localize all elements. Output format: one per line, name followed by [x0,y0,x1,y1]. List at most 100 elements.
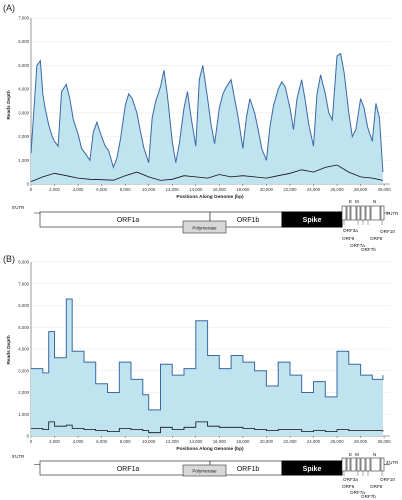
y-tick-label: 0 [27,182,30,187]
y-tick-label: 3,000 [18,368,29,373]
m-box [350,205,357,221]
y-tick-label: 1,000 [18,158,29,163]
panel-b-x-ticks: 0 2,000 4,000 6,000 8,000 10,000 12,000 14,000 1… [30,436,391,444]
spike-label-b: Spike [303,466,322,473]
y-tick-label: 0 [27,434,30,439]
orf1a-label: ORF1a [117,217,140,224]
y-tick-label: 4,000 [18,347,29,352]
genome-map-a: 5'UTR ORF1a ORF1b Polymerase Spike E M N… [12,199,398,252]
x-tick-label: 30,000 [378,439,392,444]
x-tick-label: 2,000 [49,187,60,192]
x-tick-label: 16,000 [213,439,227,444]
accessory-genes-a [34,205,390,225]
panel-a-y-ticks: 0 1,000 2,000 3,000 4,000 5,000 6,000 7,000 [18,16,29,187]
orf8-label-b: ORF8 [370,484,383,489]
orf7a-box [360,205,366,221]
y-tick-label: 8,000 [18,260,29,265]
polymerase-box [182,220,227,234]
orf3a-box [341,457,347,472]
x-tick-label: 2,000 [49,439,60,444]
n-box [370,205,381,221]
y-tick-label: 6,000 [18,39,29,44]
orf6-box [356,457,361,472]
panel-b-plot [31,298,384,436]
x-tick-label: 12,000 [166,187,180,192]
y-tick-label: 6,000 [18,303,29,308]
x-tick-label: 28,000 [354,187,368,192]
x-tick-label: 6,000 [96,439,107,444]
x-tick-label: 16,000 [213,187,227,192]
m-label: M [355,199,359,204]
x-tick-label: 22,000 [283,187,297,192]
y-tick-label: 7,000 [18,16,29,21]
x-tick-label: 14,000 [189,439,203,444]
polymerase-box-b [182,464,227,477]
x-tick-label: 14,000 [189,187,203,192]
x-tick-label: 0 [30,439,33,444]
orf7a-label: ORF7a [350,243,365,248]
panel-b: (B) Reads Depth 0 1,000 2,000 3,000 4,000 5,0… [3,254,391,452]
orf7b-label-b: ORF7b [361,494,376,499]
x-tick-label: 20,000 [260,439,274,444]
x-tick-label: 8,000 [120,439,131,444]
utr5-label: 5'UTR [12,205,24,210]
panel-b-y-ticks: 0 1,000 2,000 3,000 4,000 5,000 6,000 7,000 8,00… [18,260,29,439]
x-tick-label: 30,000 [378,187,392,192]
panel-a-x-axis-title: Positions Along Genome (bp) [176,194,244,200]
orf3a-label-b: ORF3a [343,477,358,482]
x-tick-label: 24,000 [307,439,321,444]
orf6-box [356,205,361,221]
accessory-genes-b [34,457,390,476]
panel-b-label: (B) [3,254,15,264]
secondary-coverage-line [31,421,384,434]
x-tick-label: 24,000 [307,187,321,192]
utr3-label-b: 3'UTR [386,460,398,465]
x-tick-label: 22,000 [283,439,297,444]
y-tick-label: 1,000 [18,412,29,417]
e-label: E [349,199,352,204]
orf8-box [365,205,371,221]
orf1b-label: ORF1b [237,217,260,224]
e-box [346,205,351,221]
panel-a-plot [30,52,384,184]
coverage-area [31,299,383,436]
utr3-label: 3'UTR [386,211,398,216]
x-tick-label: 8,000 [120,187,131,192]
y-tick-label: 5,000 [18,63,29,68]
orf8-box [365,457,371,472]
x-tick-label: 18,000 [236,187,250,192]
orf8-label: ORF8 [370,236,383,241]
panel-a-label: (A) [3,3,15,13]
x-tick-label: 20,000 [260,187,274,192]
n-label-b: N [373,452,376,457]
x-tick-label: 26,000 [330,187,344,192]
secondary-coverage-line [30,164,383,182]
orf7a-box [360,457,366,472]
m-box [350,457,357,472]
coverage-area [31,53,383,184]
panel-a: (A) Reads Depth 0 1,000 2,000 3,000 4,000 5,0… [3,3,391,200]
x-tick-label: 10,000 [142,439,156,444]
orf7b-label: ORF7b [361,247,376,252]
x-tick-label: 0 [30,187,33,192]
e-label-b: E [349,452,352,457]
n-label: N [373,199,376,204]
y-tick-label: 3,000 [18,110,29,115]
y-tick-label: 5,000 [18,325,29,330]
panel-b-y-axis-title: Reads Depth [6,335,12,364]
n-box [370,457,381,472]
x-tick-label: 10,000 [142,187,156,192]
orf7a-label-b: ORF7a [350,490,365,495]
panel-a-x-ticks: 0 2,000 4,000 6,000 8,000 10,000 12,000 14,000 1… [30,184,391,192]
x-tick-label: 4,000 [73,439,84,444]
x-tick-label: 18,000 [236,439,250,444]
e-box [346,457,351,472]
coverage-line [30,52,384,173]
genome-map-b: 5'UTR ORF1a ORF1b Polymerase Spike E M N… [12,452,398,499]
orf10-label: ORF10 [380,229,395,234]
polymerase-label: Polymerase [192,226,217,231]
m-label-b: M [355,452,359,457]
y-tick-label: 2,000 [18,134,29,139]
spike-label: Spike [303,217,322,224]
